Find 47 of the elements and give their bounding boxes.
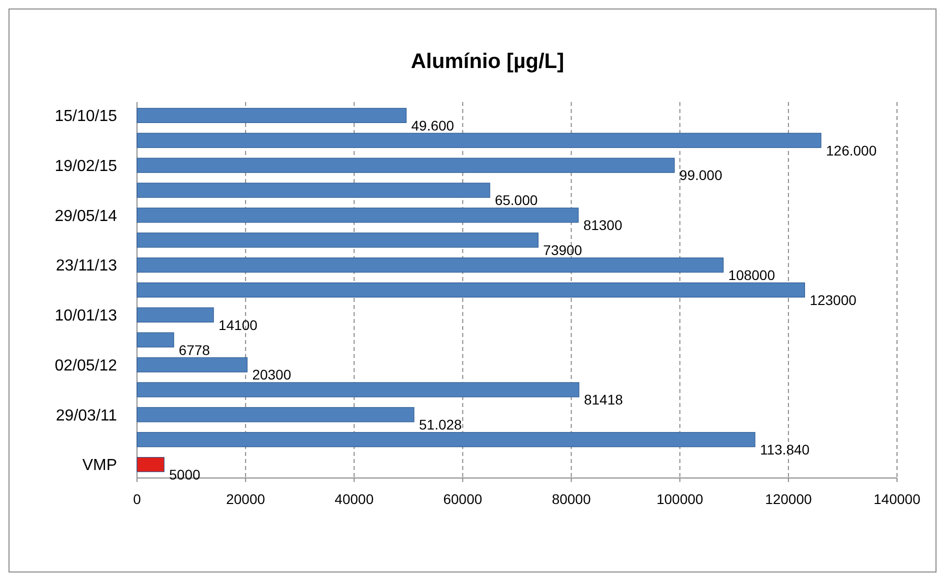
x-tick-label: 120000	[765, 491, 812, 507]
bar	[136, 332, 174, 348]
x-tick-label: 20000	[226, 491, 266, 507]
data-label: 99.000	[679, 167, 722, 184]
y-tick-label: 29/05/14	[54, 208, 118, 225]
bar	[136, 108, 407, 123]
y-tick-label: 02/05/12	[54, 357, 118, 374]
bar	[136, 457, 164, 472]
x-tick-label: 40000	[334, 491, 374, 507]
data-label: 81300	[583, 217, 622, 234]
x-tick-label: 80000	[552, 491, 591, 507]
data-label: 126.000	[826, 142, 877, 158]
y-tick-label: 23/11/13	[56, 258, 118, 275]
y-tick-label: 10/01/13	[54, 308, 118, 325]
data-label: 51.028	[419, 416, 462, 433]
bar	[136, 208, 579, 223]
x-tick-label: 0	[133, 491, 142, 507]
bar	[136, 182, 490, 198]
x-tick-label: 140000	[874, 491, 921, 507]
data-label: 113.840	[760, 442, 810, 458]
bar	[136, 282, 806, 298]
data-label: 108000	[728, 266, 776, 283]
bar	[136, 232, 538, 248]
data-label: 20300	[252, 366, 292, 383]
y-tick-label: 15/10/15	[54, 108, 118, 126]
data-label: 14100	[218, 316, 258, 333]
bar	[136, 432, 756, 448]
data-label: 5000	[169, 466, 200, 482]
data-label: 81418	[584, 392, 624, 408]
chart-title: Alumínio [µg/L]	[410, 50, 564, 73]
y-tick-label: 29/03/11	[56, 407, 118, 424]
data-label: 65.000	[494, 192, 538, 208]
data-label: 6778	[178, 342, 210, 358]
x-tick-label: 60000	[443, 491, 482, 507]
data-label: 123000	[810, 292, 857, 308]
bar	[136, 158, 675, 173]
x-tick-label: 100000	[656, 491, 704, 507]
bar	[136, 357, 248, 372]
data-label: 49.600	[411, 117, 454, 134]
y-tick-label: VMP	[82, 457, 117, 474]
bar	[136, 407, 414, 422]
bar	[136, 307, 214, 322]
bar	[136, 382, 580, 398]
y-tick-label: 19/02/15	[54, 158, 118, 175]
bar	[136, 258, 724, 273]
bar	[136, 132, 822, 148]
data-label: 73900	[543, 242, 582, 258]
